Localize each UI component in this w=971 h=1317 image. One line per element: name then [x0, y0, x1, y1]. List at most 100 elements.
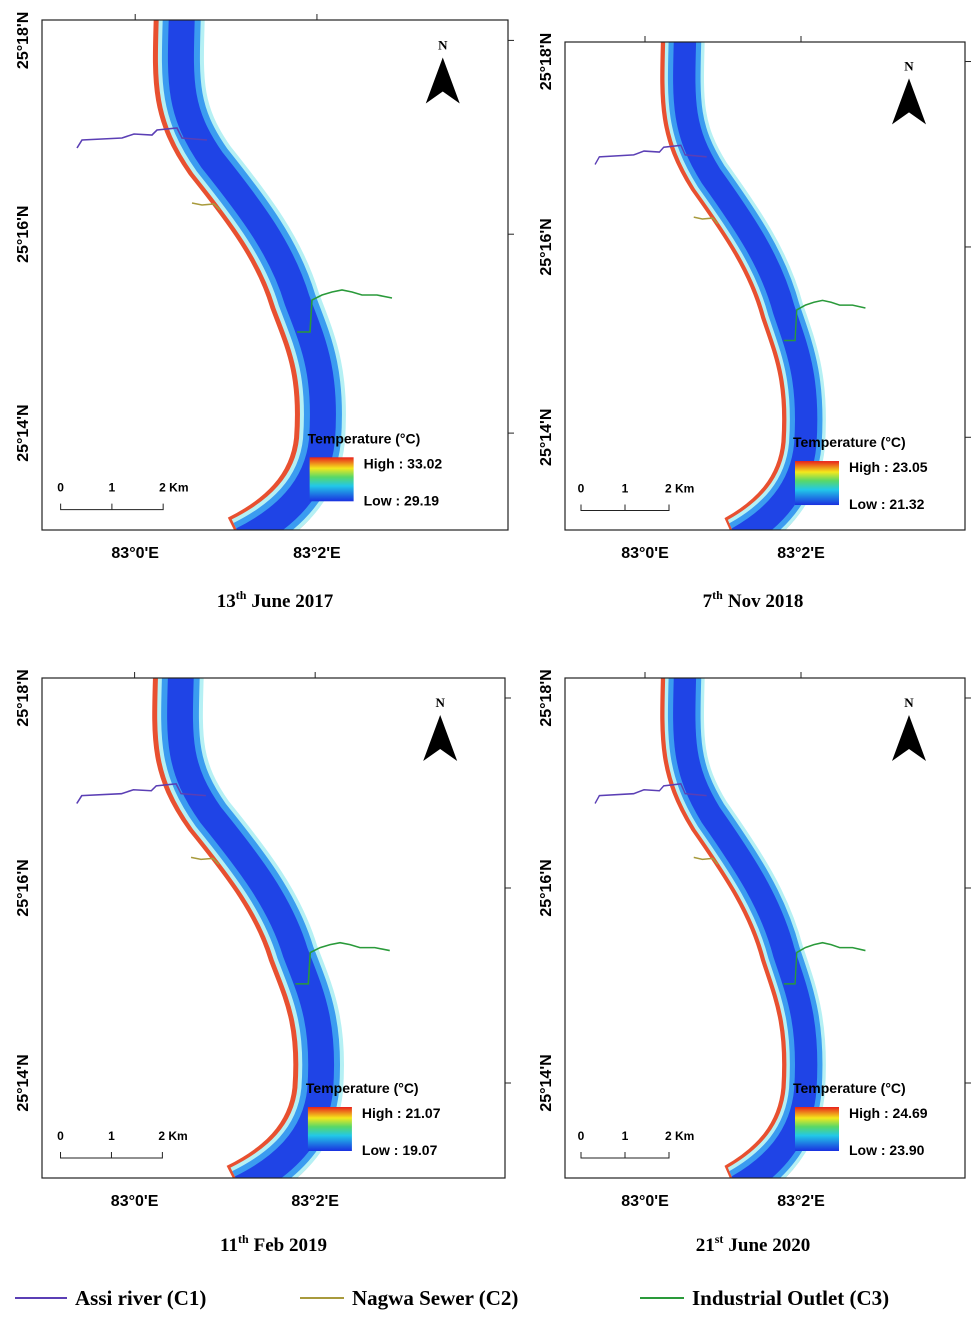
north-arrow	[892, 715, 926, 761]
lat-label: 25°18'N	[15, 12, 32, 69]
caption: 13th June 2017	[217, 588, 334, 612]
nagwa-sewer	[190, 856, 220, 865]
north-label: N	[904, 695, 914, 710]
map-frame	[41, 677, 506, 1179]
north-label: N	[438, 38, 448, 53]
caption-rest: Nov 2018	[728, 591, 803, 612]
legend-high: High : 24.69	[849, 1105, 928, 1121]
lat-label: 25°14'N	[538, 1054, 555, 1111]
color-ramp	[795, 461, 839, 506]
assi-river	[76, 783, 207, 804]
lat-label: 25°16'N	[15, 206, 32, 263]
map-frame	[564, 41, 966, 531]
legend-high: High : 33.02	[364, 455, 443, 471]
scale-label: 1	[109, 481, 116, 495]
assi-river	[594, 783, 707, 804]
map-panel: 25°18'N 25°16'N 25°14'N 83°0'E 83°2'E N 0 1 2 Km…	[538, 33, 971, 612]
legend-title: Temperature (°C)	[793, 434, 906, 450]
lat-label: 25°14'N	[15, 404, 32, 461]
scale-label: 0	[57, 481, 64, 495]
legend-low: Low : 19.07	[362, 1142, 438, 1158]
color-ramp	[309, 457, 354, 502]
caption-suffix: th	[238, 1232, 249, 1246]
map-panel: 25°18'N 25°16'N 25°14'N 83°0'E 83°2'E N 0 1 2 Km…	[15, 12, 514, 612]
scale-label: 1	[622, 481, 629, 495]
caption-rest: June 2017	[251, 591, 333, 612]
scale-label: 1	[108, 1129, 115, 1143]
lon-label: 83°2'E	[291, 1193, 339, 1210]
scale-bar	[60, 1152, 163, 1159]
legend-low: Low : 29.19	[364, 492, 440, 508]
lat-label: 25°16'N	[538, 218, 555, 275]
scale-bar	[580, 504, 670, 511]
lon-label: 83°2'E	[777, 1193, 825, 1210]
legend-label: Assi river (C1)	[75, 1286, 206, 1310]
caption-suffix: th	[236, 588, 247, 602]
nagwa-sewer	[191, 202, 221, 211]
legend-label: Industrial Outlet (C3)	[692, 1286, 889, 1310]
lon-label: 83°0'E	[111, 545, 159, 562]
caption-day: 7	[703, 591, 713, 612]
industrial-outlet	[783, 299, 866, 342]
industrial-outlet	[297, 289, 393, 333]
lat-label: 25°16'N	[538, 859, 555, 916]
scale-label: 1	[622, 1129, 629, 1143]
caption-rest: Feb 2019	[254, 1235, 327, 1256]
north-arrow	[423, 715, 458, 761]
lon-label: 83°2'E	[777, 545, 825, 562]
caption-suffix: th	[712, 588, 723, 602]
lat-label: 25°18'N	[538, 669, 555, 726]
map-panel: 25°18'N 25°16'N 25°14'N 83°0'E 83°2'E N 0 1 2 Km…	[15, 669, 511, 1256]
caption: 21st June 2020	[696, 1232, 811, 1256]
scale-label: 0	[578, 481, 585, 495]
map-frame	[564, 677, 966, 1179]
caption: 11th Feb 2019	[220, 1232, 327, 1256]
legend-title: Temperature (°C)	[793, 1080, 906, 1096]
lon-label: 83°0'E	[621, 545, 669, 562]
caption-day: 11	[220, 1235, 238, 1256]
color-ramp	[307, 1107, 352, 1151]
legend-high: High : 21.07	[362, 1105, 441, 1121]
caption-suffix: st	[715, 1232, 724, 1246]
north-label: N	[904, 58, 914, 73]
legend-title: Temperature (°C)	[306, 1080, 419, 1096]
caption-day: 21	[696, 1235, 715, 1256]
map-frame	[41, 19, 509, 531]
lat-label: 25°14'N	[15, 1054, 32, 1111]
north-arrow	[892, 78, 926, 125]
nagwa-sewer	[693, 856, 719, 865]
lon-label: 83°0'E	[621, 1193, 669, 1210]
scale-label: 2 Km	[665, 481, 694, 495]
industrial-outlet	[295, 941, 390, 985]
nagwa-sewer	[693, 216, 719, 225]
color-ramp	[795, 1107, 839, 1151]
lat-label: 25°16'N	[15, 859, 32, 916]
lon-label: 83°0'E	[111, 1193, 159, 1210]
caption-rest: June 2020	[728, 1235, 810, 1256]
scale-bar	[60, 503, 164, 511]
scale-label: 0	[578, 1129, 585, 1143]
legend-label: Nagwa Sewer (C2)	[352, 1286, 518, 1310]
lat-label: 25°14'N	[538, 409, 555, 466]
caption: 7th Nov 2018	[703, 588, 804, 612]
lon-label: 83°2'E	[293, 545, 341, 562]
caption-day: 13	[217, 591, 236, 612]
map-panel: 25°18'N 25°16'N 25°14'N 83°0'E 83°2'E N 0 1 2 Km…	[538, 669, 971, 1256]
legend-title: Temperature (°C)	[308, 430, 421, 446]
lat-label: 25°18'N	[538, 33, 555, 90]
lat-label: 25°18'N	[15, 669, 32, 726]
north-arrow	[425, 57, 460, 104]
scale-label: 2 Km	[665, 1129, 694, 1143]
assi-river	[76, 127, 208, 149]
legend-low: Low : 23.90	[849, 1142, 925, 1158]
scale-bar	[580, 1152, 670, 1159]
north-label: N	[435, 695, 445, 710]
scale-label: 2 Km	[159, 481, 188, 495]
scale-label: 2 Km	[158, 1129, 187, 1143]
legend-high: High : 23.05	[849, 459, 928, 475]
industrial-outlet	[783, 941, 866, 985]
legend-low: Low : 21.32	[849, 496, 925, 512]
assi-river	[594, 144, 707, 165]
scale-label: 0	[57, 1129, 64, 1143]
